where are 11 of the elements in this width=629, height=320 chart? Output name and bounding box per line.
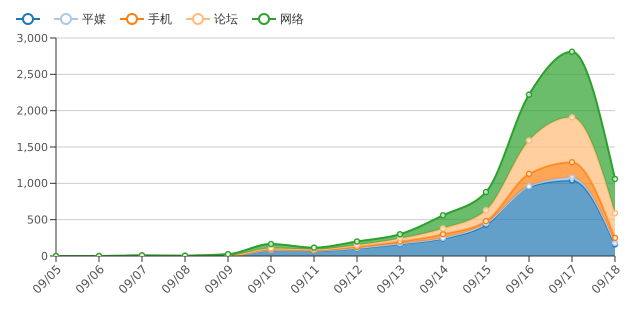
y-tick-label: 500	[27, 214, 48, 227]
legend-label: 论坛	[214, 10, 238, 28]
y-tick-label: 3,000	[16, 32, 48, 45]
y-tick-label: 2,000	[16, 104, 48, 118]
legend-label: 平媒	[82, 10, 106, 28]
y-tick-label: 0	[41, 250, 48, 263]
y-tick-label: 2,500	[16, 68, 48, 82]
legend-label: 手机	[148, 10, 172, 28]
y-tick-label: 1,500	[16, 140, 48, 154]
y-tick-label: 1,000	[16, 177, 48, 190]
legend-label: 网络	[280, 10, 304, 28]
